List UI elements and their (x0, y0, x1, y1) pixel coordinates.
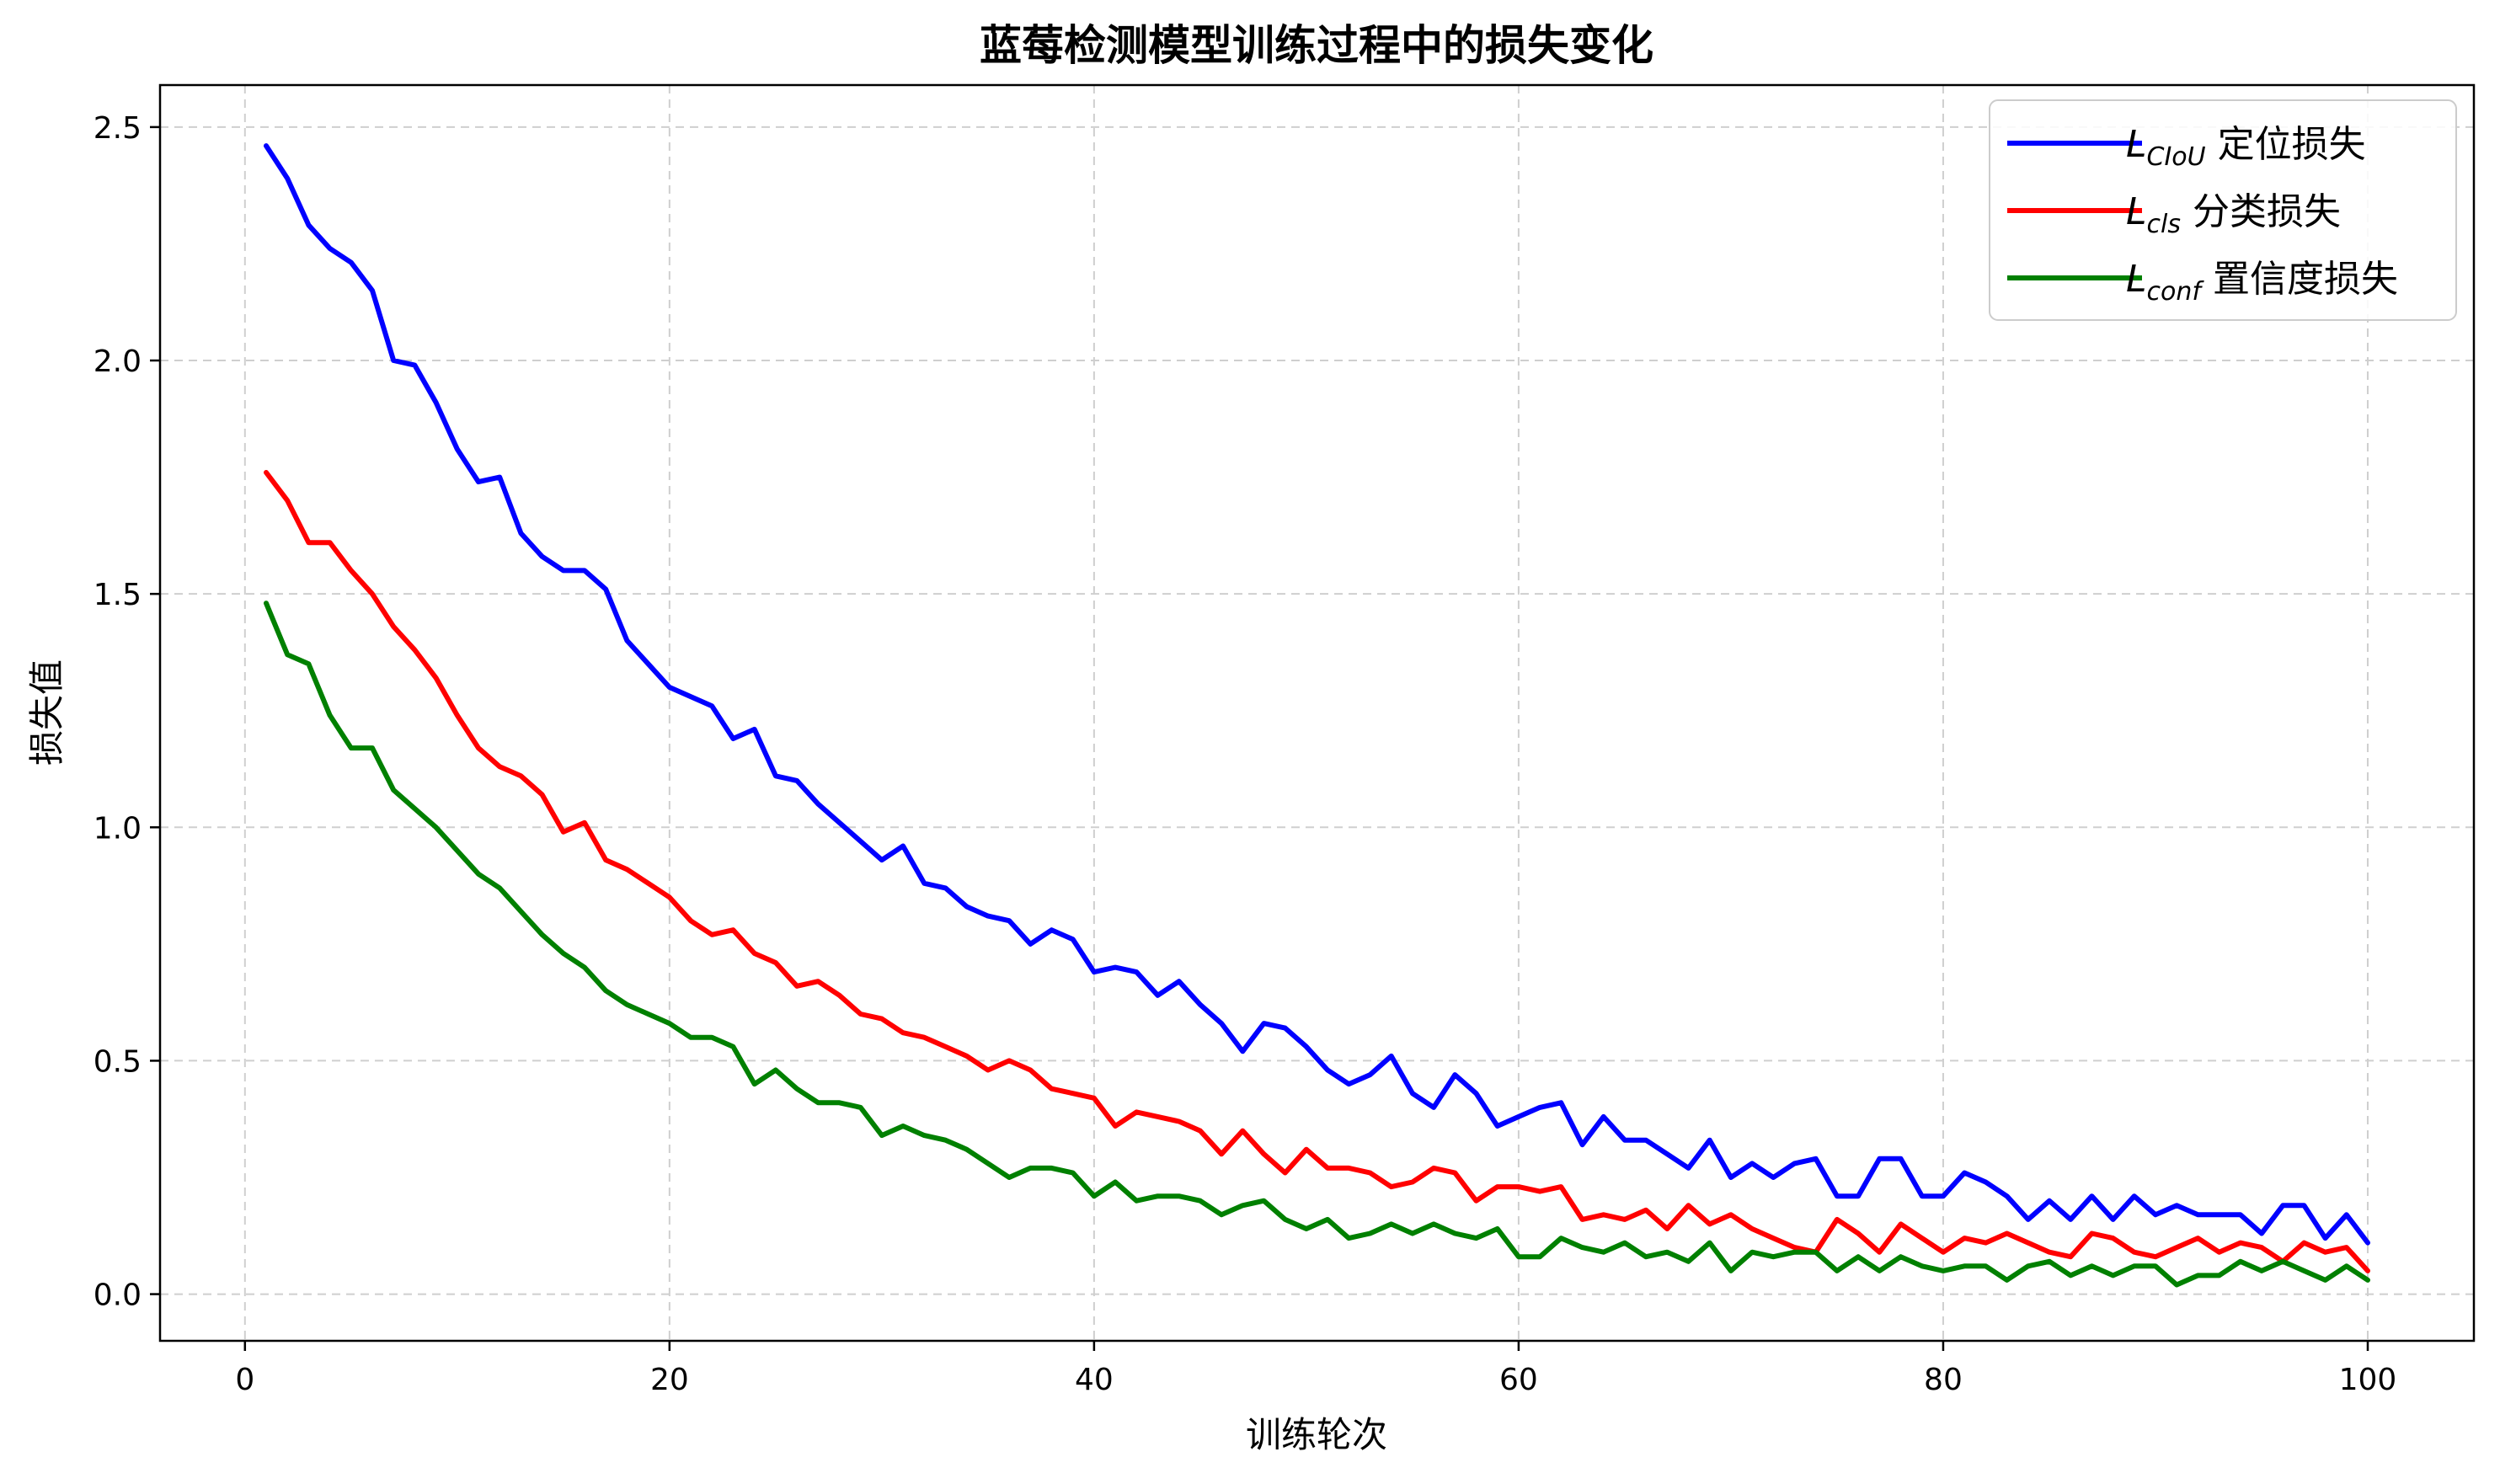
y-tick-label: 2.5 (93, 111, 142, 146)
y-axis: 0.0 0.5 1.0 1.5 2.0 2.5 (93, 111, 160, 1313)
y-axis-label: 损失值 (26, 659, 67, 766)
series-line-ciou (264, 143, 2370, 1246)
x-tick-label: 0 (235, 1363, 254, 1397)
plot-frame (158, 83, 2476, 1343)
y-tick-label: 2.0 (93, 344, 142, 379)
grid (160, 85, 2474, 1341)
series-layer (264, 143, 2370, 1288)
legend-box (1989, 99, 2457, 321)
series-line-conf (264, 601, 2370, 1288)
y-tick-label: 1.5 (93, 578, 142, 612)
y-tick-label: 0.0 (93, 1278, 142, 1313)
x-axis: 0 20 40 60 80 100 (235, 1341, 2396, 1397)
x-tick-label: 40 (1075, 1363, 1114, 1397)
series-line-cls (264, 470, 2370, 1273)
x-tick-label: 60 (1499, 1363, 1538, 1397)
legend: LCIoU 定位损失 Lcls 分类损失 Lconf 置信度损失 (1989, 99, 2457, 321)
legend-label-conf: Lconf 置信度损失 (2126, 258, 2398, 307)
legend-label-cls: Lcls 分类损失 (2126, 190, 2341, 239)
y-tick-label: 0.5 (93, 1044, 142, 1079)
x-tick-label: 100 (2339, 1363, 2397, 1397)
x-tick-label: 80 (1924, 1363, 1963, 1397)
x-tick-label: 20 (650, 1363, 689, 1397)
x-axis-label: 训练轮次 (1246, 1414, 1387, 1455)
y-tick-label: 1.0 (93, 811, 142, 846)
legend-label-ciou: LCIoU 定位损失 (2126, 123, 2366, 172)
chart-title: 蓝莓检测模型训练过程中的损失变化 (980, 21, 1653, 70)
